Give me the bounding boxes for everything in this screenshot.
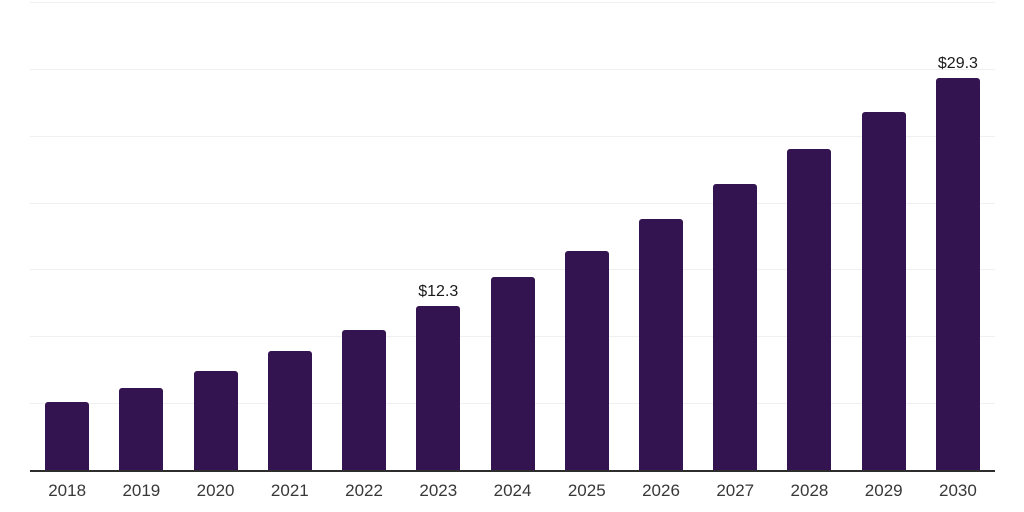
x-label-2023: 2023 xyxy=(419,481,458,500)
bar-2025 xyxy=(564,250,609,470)
bar-slot-2019 xyxy=(104,2,178,470)
bar-2020 xyxy=(193,371,238,470)
bar-slot-2020 xyxy=(178,2,252,470)
bar-2021 xyxy=(267,351,312,470)
bar-slot-2026 xyxy=(624,2,698,470)
bar-slot-2018 xyxy=(30,2,104,470)
x-label-2026: 2026 xyxy=(642,481,680,500)
x-label-2021: 2021 xyxy=(270,481,309,500)
bars-container: $12.3 $29.3 xyxy=(30,2,995,470)
bar-slot-2028 xyxy=(772,2,846,470)
x-label-2027: 2027 xyxy=(716,481,755,500)
bar-slot-2024 xyxy=(475,2,549,470)
x-label-2024: 2024 xyxy=(493,481,532,500)
bar-slot-2023: $12.3 xyxy=(401,2,475,470)
bar-2030 xyxy=(935,78,980,470)
bar-2019 xyxy=(119,388,164,470)
bar-2018 xyxy=(45,401,90,470)
bar-2028 xyxy=(787,149,832,470)
bar-2027 xyxy=(713,183,758,470)
bar-2022 xyxy=(342,329,387,470)
gridline-20 xyxy=(30,202,995,204)
x-label-2019: 2019 xyxy=(122,481,161,500)
gridline-35 xyxy=(30,2,995,3)
value-label-2030: $29.3 xyxy=(937,55,978,73)
x-label-2018: 2018 xyxy=(48,481,87,500)
gridline-30 xyxy=(30,68,995,70)
bar-slot-2029 xyxy=(847,2,921,470)
bar-2024 xyxy=(490,277,535,470)
gridline-25 xyxy=(30,135,995,137)
x-axis-line xyxy=(30,470,995,472)
gridline-15 xyxy=(30,269,995,271)
x-label-2020: 2020 xyxy=(196,481,235,500)
value-label-2023: $12.3 xyxy=(418,282,459,300)
bar-slot-2021 xyxy=(253,2,327,470)
bar-2023 xyxy=(416,305,461,470)
bar-2026 xyxy=(638,218,683,470)
x-label-2022: 2022 xyxy=(345,481,383,500)
bar-slot-2027 xyxy=(698,2,772,470)
bar-slot-2022 xyxy=(327,2,401,470)
x-label-2029: 2029 xyxy=(864,481,903,500)
x-axis-labels: 2018 2019 2020 2021 2022 2023 2024 2025 2026 2027… xyxy=(30,481,995,501)
x-label-2030: 2030 xyxy=(939,481,977,500)
x-label-2025: 2025 xyxy=(567,481,606,500)
bar-2029 xyxy=(861,111,906,470)
bar-slot-2025 xyxy=(550,2,624,470)
plot-area: $12.3 $29.3 xyxy=(30,2,995,470)
bar-slot-2030: $29.3 xyxy=(921,2,995,470)
x-label-2028: 2028 xyxy=(790,481,829,500)
